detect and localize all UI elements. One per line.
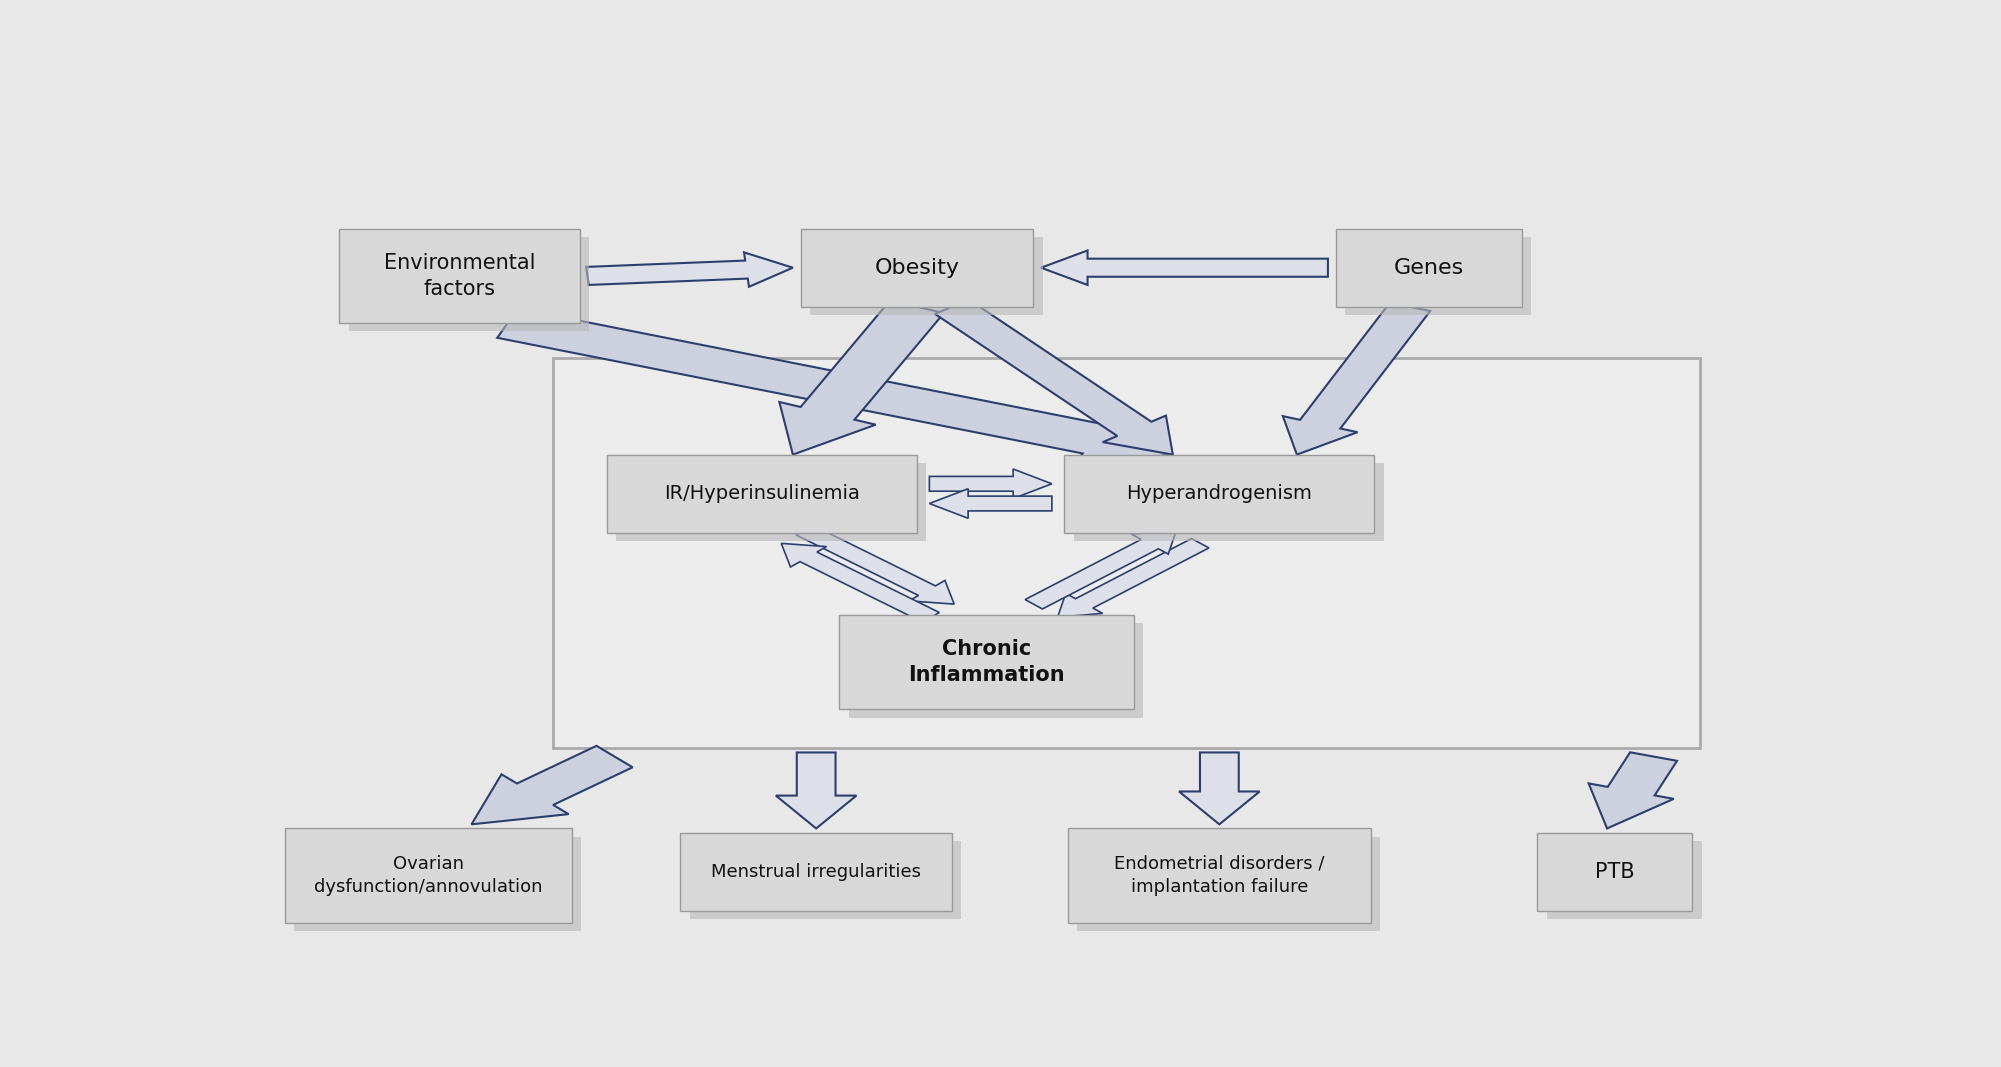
FancyBboxPatch shape	[1547, 841, 1701, 919]
Text: IR/Hyperinsulinemia: IR/Hyperinsulinemia	[664, 484, 860, 504]
Polygon shape	[498, 308, 1173, 465]
Polygon shape	[928, 469, 1053, 498]
Polygon shape	[586, 253, 792, 287]
Text: Environmental
factors: Environmental factors	[384, 253, 534, 299]
Text: Hyperandrogenism: Hyperandrogenism	[1127, 484, 1313, 504]
FancyBboxPatch shape	[690, 841, 960, 919]
Polygon shape	[472, 746, 632, 825]
FancyBboxPatch shape	[606, 455, 916, 532]
Polygon shape	[934, 300, 1173, 455]
Polygon shape	[1059, 539, 1209, 617]
Text: Obesity: Obesity	[874, 258, 958, 277]
Polygon shape	[796, 525, 954, 604]
FancyBboxPatch shape	[340, 228, 580, 323]
Polygon shape	[1041, 251, 1329, 285]
FancyBboxPatch shape	[1065, 455, 1375, 532]
FancyBboxPatch shape	[294, 837, 580, 931]
Polygon shape	[778, 301, 944, 455]
FancyBboxPatch shape	[616, 463, 926, 541]
Text: PTB: PTB	[1595, 861, 1635, 881]
Text: Ovarian
dysfunction/annovulation: Ovarian dysfunction/annovulation	[314, 855, 542, 896]
FancyBboxPatch shape	[848, 623, 1143, 717]
FancyBboxPatch shape	[1069, 828, 1371, 923]
Text: Genes: Genes	[1393, 258, 1465, 277]
FancyBboxPatch shape	[1077, 837, 1381, 931]
FancyBboxPatch shape	[810, 237, 1043, 315]
FancyBboxPatch shape	[552, 359, 1701, 748]
FancyBboxPatch shape	[680, 832, 952, 910]
FancyBboxPatch shape	[800, 228, 1033, 306]
Polygon shape	[928, 489, 1053, 519]
FancyBboxPatch shape	[284, 828, 572, 923]
Text: Chronic
Inflammation: Chronic Inflammation	[908, 639, 1065, 685]
Polygon shape	[1179, 752, 1261, 825]
FancyBboxPatch shape	[348, 237, 588, 332]
FancyBboxPatch shape	[1537, 832, 1693, 910]
Polygon shape	[780, 543, 938, 622]
Text: Endometrial disorders /
implantation failure: Endometrial disorders / implantation fai…	[1115, 855, 1325, 896]
Polygon shape	[1283, 302, 1431, 455]
Polygon shape	[776, 752, 856, 828]
FancyBboxPatch shape	[1075, 463, 1385, 541]
Polygon shape	[1025, 530, 1177, 609]
Polygon shape	[1589, 752, 1677, 828]
FancyBboxPatch shape	[1337, 228, 1523, 306]
Text: Menstrual irregularities: Menstrual irregularities	[710, 862, 920, 880]
FancyBboxPatch shape	[840, 615, 1135, 710]
FancyBboxPatch shape	[1345, 237, 1531, 315]
